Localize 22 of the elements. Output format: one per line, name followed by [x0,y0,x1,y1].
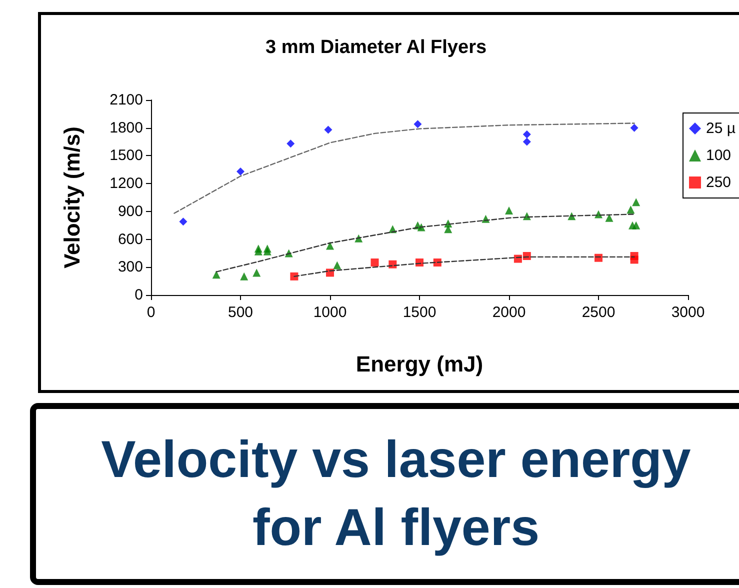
y-tick-label: 1500 [110,147,143,164]
text: Velocity vs laser energy for Al flyers [100,430,692,559]
y-tick-label: 1800 [110,119,143,136]
y-tick-label: 900 [118,202,143,220]
y-axis-title: Velocity (m/s) [60,126,84,268]
chart-title: 3 mm Diameter Al Flyers [265,37,487,58]
x-tick-label: 1500 [402,304,436,321]
y-tick-label: 0 [134,286,143,304]
legend-label: 250 [706,174,732,191]
x-tick-label: 2000 [492,304,526,321]
x-tick-label: 3000 [671,304,705,321]
y-tick-label: 1200 [110,175,143,192]
x-axis-title: Energy (mJ) [356,352,484,376]
x-tick-label: 500 [228,304,254,321]
y-tick-label: 300 [118,258,143,276]
x-tick-label: 0 [146,304,156,321]
y-tick-label: 600 [118,230,143,248]
x-tick-label: 1000 [313,304,347,321]
x-tick-label: 2500 [582,304,616,321]
legend-label: 25 µ [706,120,736,137]
legend-label: 100 [706,147,732,164]
y-tick-label: 2100 [110,92,143,108]
